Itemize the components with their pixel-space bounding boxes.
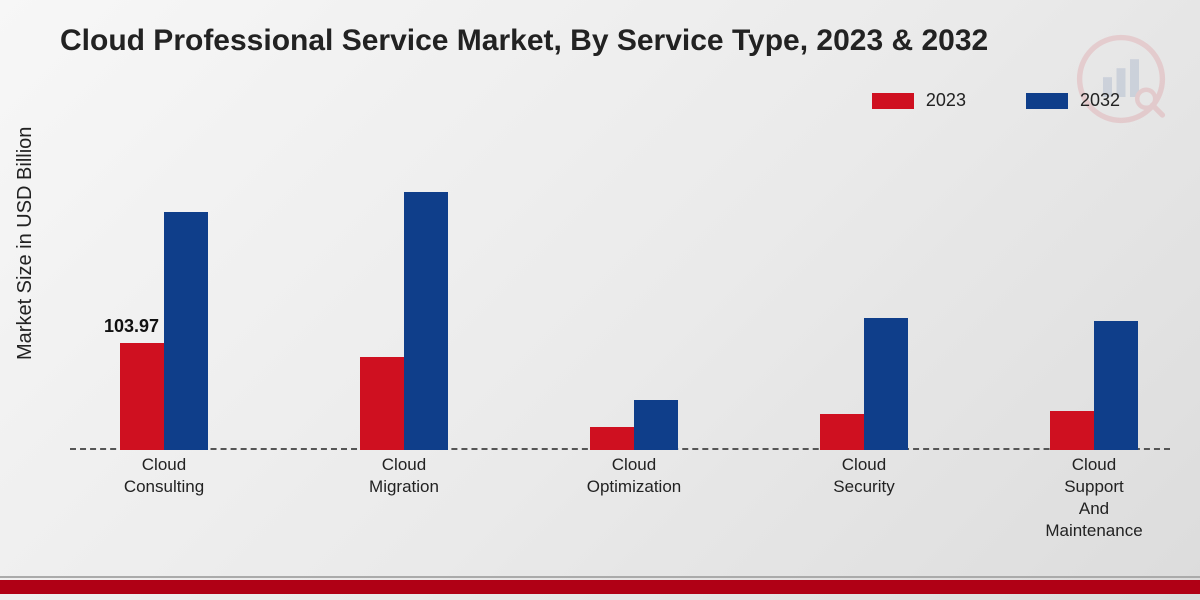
bar-2023 <box>590 427 634 450</box>
bar-2023 <box>120 343 164 450</box>
x-axis-labels: CloudConsulting CloudMigration CloudOptimi… <box>70 454 1170 544</box>
x-axis-category-label: CloudSecurity <box>784 454 944 498</box>
x-axis-category-label: CloudMigration <box>324 454 484 498</box>
footer-divider <box>0 576 1200 578</box>
bar-group <box>360 192 448 450</box>
chart-plot-area: 103.97 <box>70 140 1170 450</box>
bar-2023 <box>820 414 864 450</box>
chart-legend: 2023 2032 <box>872 90 1120 111</box>
legend-item-2023: 2023 <box>872 90 966 111</box>
bar-value-label: 103.97 <box>104 316 159 337</box>
y-axis-label: Market Size in USD Billion <box>14 127 37 360</box>
bar-2032 <box>1094 321 1138 450</box>
legend-label-2023: 2023 <box>926 90 966 111</box>
x-axis-category-label: CloudOptimization <box>554 454 714 498</box>
bar-2023 <box>360 357 404 450</box>
legend-label-2032: 2032 <box>1080 90 1120 111</box>
footer-stripe <box>0 580 1200 594</box>
legend-swatch-2032 <box>1026 93 1068 109</box>
x-axis-category-label: CloudConsulting <box>84 454 244 498</box>
bar-2032 <box>634 400 678 450</box>
bar-2032 <box>404 192 448 450</box>
bar-group <box>1050 321 1138 450</box>
bar-group <box>820 318 908 450</box>
bar-2032 <box>164 212 208 450</box>
chart-title: Cloud Professional Service Market, By Se… <box>60 24 988 58</box>
x-axis-category-label: CloudSupportAndMaintenance <box>1014 454 1174 542</box>
legend-item-2032: 2032 <box>1026 90 1120 111</box>
bar-group <box>590 400 678 450</box>
legend-swatch-2023 <box>872 93 914 109</box>
bar-2023 <box>1050 411 1094 450</box>
bar-2032 <box>864 318 908 450</box>
